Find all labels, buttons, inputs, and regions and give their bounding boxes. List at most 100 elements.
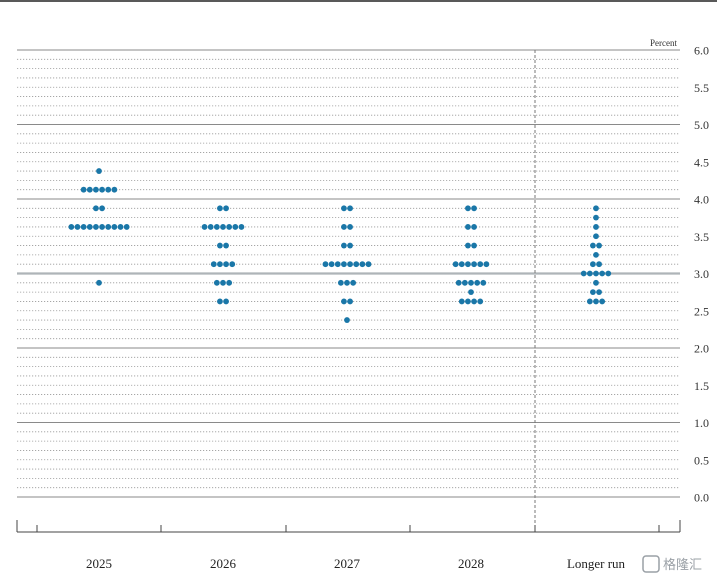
data-point-dot [68, 224, 75, 230]
data-point-dot [322, 261, 329, 268]
data-point-dot [347, 224, 353, 230]
data-point-dot [465, 261, 471, 268]
data-point-dot [593, 224, 599, 230]
data-point-dot [238, 224, 245, 230]
data-point-dot [217, 205, 223, 212]
watermark-logo-icon [642, 555, 660, 573]
data-point-dot [344, 279, 350, 286]
data-point-dot [452, 261, 459, 268]
data-point-dot [593, 233, 599, 240]
x-category-label: 2026 [210, 556, 237, 571]
data-point-dot [350, 279, 357, 286]
data-point-dot [593, 214, 599, 221]
x-category-label: 2028 [458, 556, 484, 571]
y-tick-label: 4.0 [694, 193, 709, 207]
data-point-dot [593, 270, 599, 277]
data-point-dot [86, 186, 93, 193]
data-point-dot [455, 279, 462, 286]
data-point-dot [213, 224, 220, 230]
data-point-dot [605, 270, 612, 277]
data-point-dot [341, 205, 347, 212]
data-point-dot [341, 242, 347, 249]
data-point-dot [213, 279, 220, 286]
data-point-dot [111, 224, 118, 230]
data-point-dot [217, 261, 223, 268]
data-point-dot [590, 261, 596, 268]
data-point-dot [207, 224, 214, 230]
data-point-dot [226, 224, 233, 230]
data-point-dot [111, 186, 118, 193]
data-point-dot [596, 261, 602, 268]
data-point-dot [596, 242, 602, 249]
data-point-dot [590, 242, 596, 249]
data-point-dot [471, 224, 477, 230]
data-point-dot [341, 224, 347, 230]
data-point-dot [347, 242, 353, 249]
data-point-dot [223, 298, 229, 305]
labels-layer: 0.0 0.5 1.0 1.5 2.0 2.5 3.0 3.5 4.0 4.5 5.0 5.5 6.0 2… [86, 44, 709, 572]
data-point-dot [458, 298, 465, 305]
data-point-dot [334, 261, 341, 268]
y-tick-label: 0.0 [694, 491, 709, 505]
data-point-dot [80, 224, 87, 230]
y-tick-label: 1.5 [694, 379, 709, 393]
data-point-dot [465, 242, 471, 249]
data-point-dot [471, 261, 477, 268]
data-point-dot [74, 224, 81, 230]
y-tick-label: 6.0 [694, 44, 709, 58]
data-point-dot [458, 261, 465, 268]
data-point-dot [468, 289, 474, 296]
data-point-dot [347, 205, 353, 212]
data-point-dot [80, 186, 87, 193]
data-point-dot [328, 261, 335, 268]
data-point-dot [365, 261, 372, 268]
data-point-dot [341, 261, 347, 268]
data-point-dot [477, 261, 484, 268]
y-tick-label: 2.0 [694, 342, 709, 356]
data-point-dot [123, 224, 130, 230]
data-point-dot [580, 270, 587, 277]
y-tick-label: 0.5 [694, 453, 709, 467]
x-category-label: 2027 [334, 556, 361, 571]
data-point-dot [353, 261, 360, 268]
data-point-dot [217, 242, 223, 249]
axis-layer [16, 520, 681, 533]
data-point-dot [468, 279, 474, 286]
data-point-dot [341, 298, 347, 305]
data-point-dot [465, 205, 471, 212]
data-point-dot [471, 205, 477, 212]
data-point-dot [471, 298, 477, 305]
data-point-dot [474, 279, 481, 286]
data-point-dot [590, 289, 596, 296]
data-point-dot [93, 205, 99, 212]
watermark: 格隆汇 [642, 555, 702, 573]
data-point-dot [599, 270, 606, 277]
data-point-dot [229, 261, 236, 268]
data-point-dot [217, 298, 223, 305]
data-point-dot [596, 289, 602, 296]
y-tick-label: 4.5 [694, 155, 709, 169]
data-point-dot [483, 261, 490, 268]
data-point-dot [220, 279, 226, 286]
data-point-dot [105, 186, 112, 193]
data-point-dot [232, 224, 239, 230]
grid-layer [17, 49, 680, 532]
data-point-dot [223, 242, 229, 249]
data-point-dot [93, 224, 99, 230]
data-point-dot [96, 168, 102, 174]
data-point-dot [593, 251, 599, 258]
data-point-dot [359, 261, 366, 268]
y-tick-label: 3.0 [694, 267, 709, 281]
data-point-dot [347, 298, 353, 305]
x-category-label: Longer run [567, 556, 626, 571]
data-point-dot [465, 224, 471, 230]
data-point-dot [201, 224, 208, 230]
x-category-label: 2025 [86, 556, 112, 571]
data-point-dot [586, 298, 593, 305]
data-point-dot [99, 224, 105, 230]
data-point-dot [344, 317, 350, 323]
y-tick-label: 5.5 [694, 81, 709, 95]
data-point-dot [465, 298, 471, 305]
data-point-dot [593, 279, 599, 286]
